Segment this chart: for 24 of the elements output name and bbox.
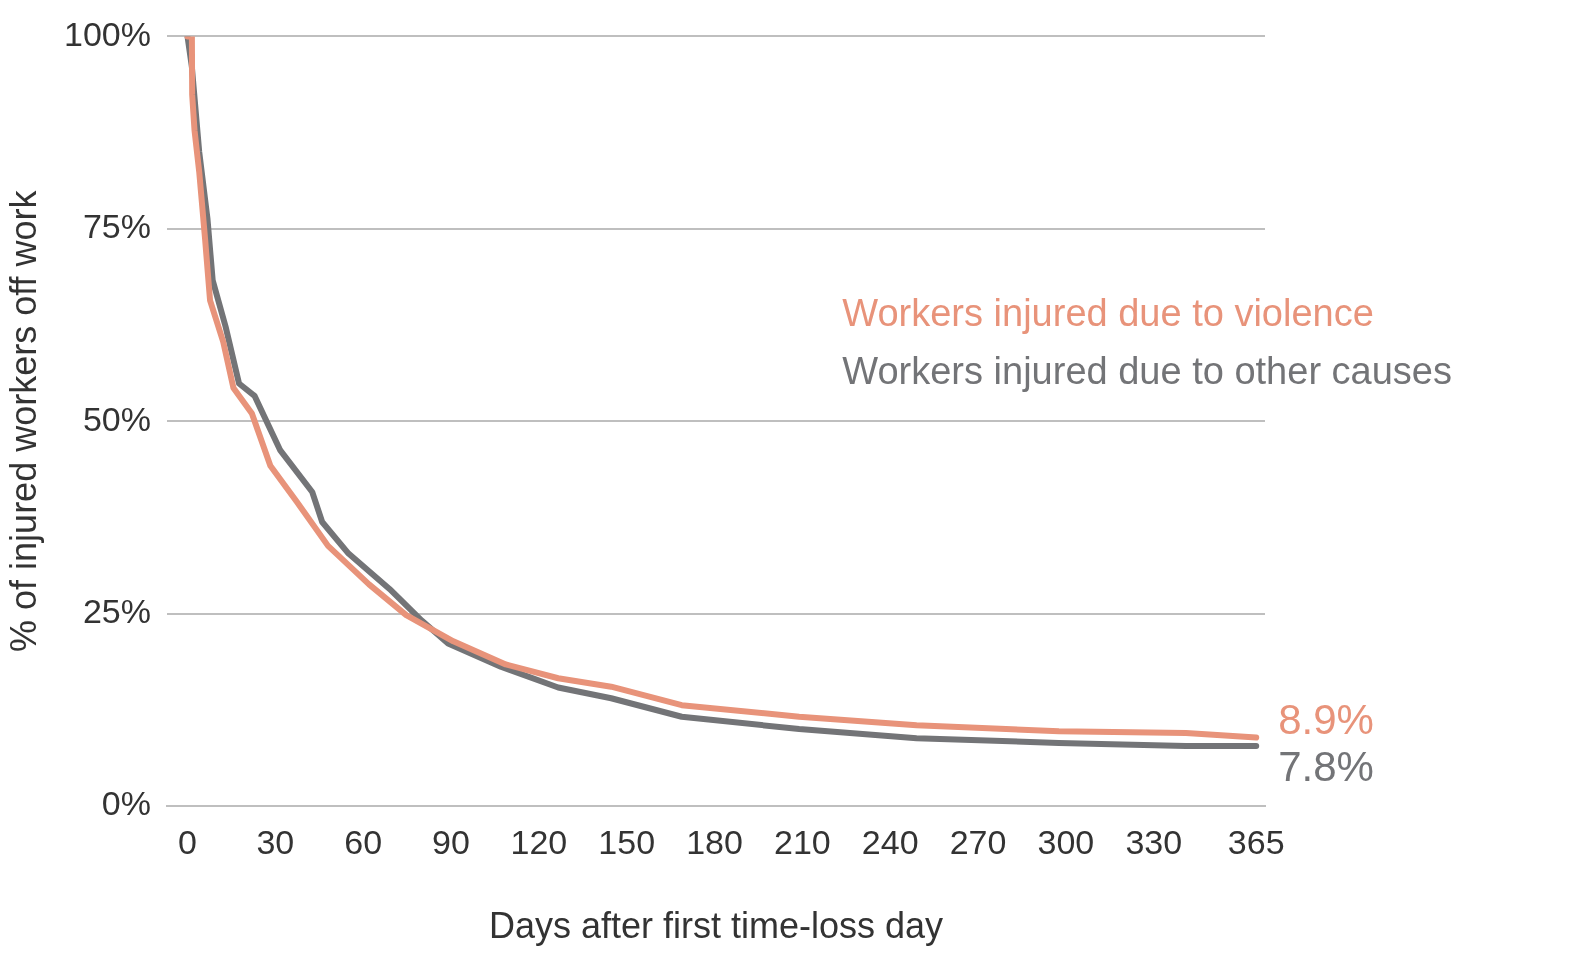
x-tick-label: 90 [432, 822, 470, 861]
x-tick-label: 365 [1227, 822, 1285, 861]
x-tick-label: 180 [686, 822, 743, 861]
x-tick-label: 150 [598, 822, 656, 861]
x-tick-label: 270 [949, 822, 1007, 861]
x-tick-label: 30 [256, 822, 295, 861]
annotation: 7.8% [1278, 742, 1374, 790]
x-tick-label: 60 [344, 822, 383, 861]
y-tick-label: 0% [101, 784, 151, 823]
y-tick-label: 100% [64, 14, 151, 53]
x-tick-label: 120 [510, 822, 568, 861]
y-axis-title: % of injured workers off work [2, 189, 44, 652]
x-tick-label: 300 [1037, 822, 1095, 861]
text: Workers injured due to other causes [842, 350, 1452, 393]
x-tick-label: 240 [861, 822, 919, 861]
x-tick-label: 210 [774, 822, 831, 861]
x-tick-label: 330 [1125, 822, 1183, 861]
x-axis-title: Days after first time-loss day [488, 905, 944, 947]
x-tick-label: 0 [178, 822, 197, 861]
y-tick-label: 50% [82, 399, 151, 438]
y-tick-label: 75% [82, 207, 151, 246]
text: Workers injured due to violence [842, 292, 1374, 335]
annotation: 8.9% [1278, 696, 1374, 744]
y-tick-label: 25% [82, 591, 151, 630]
